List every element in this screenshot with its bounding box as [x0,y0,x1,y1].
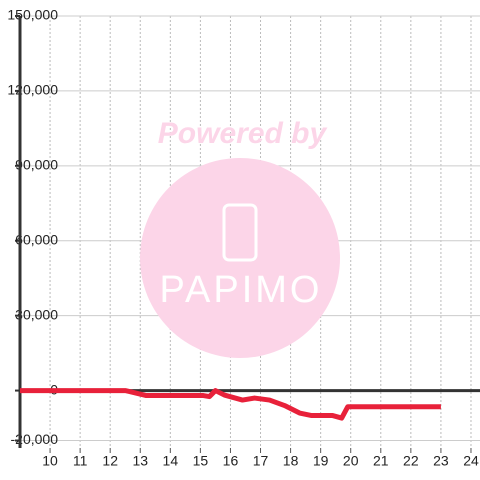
watermark-circle [140,158,340,358]
x-tick-label: 16 [223,453,239,469]
x-tick-label: 13 [132,453,148,469]
y-tick-label: -20,000 [11,431,59,447]
y-tick-label: 30,000 [15,306,58,322]
watermark-icon [222,203,258,262]
x-tick-label: 19 [313,453,329,469]
x-tick-label: 24 [463,453,479,469]
x-tick-label: 18 [283,453,299,469]
x-tick-label: 17 [253,453,269,469]
x-tick-label: 21 [373,453,389,469]
y-tick-label: 60,000 [15,231,58,247]
watermark-text: Powered by [158,117,328,150]
x-tick-label: 22 [403,453,419,469]
y-tick-label: 120,000 [7,82,58,98]
x-tick-label: 14 [163,453,179,469]
x-tick-label: 15 [193,453,209,469]
watermark-logo: PAPIMO [160,269,323,311]
x-tick-label: 23 [433,453,449,469]
x-tick-label: 10 [42,453,58,469]
y-tick-label: 90,000 [15,157,58,173]
x-tick-label: 11 [73,453,88,469]
x-tick-label: 20 [343,453,359,469]
x-tick-label: 12 [102,453,118,469]
y-tick-label: 150,000 [7,7,58,23]
data-line [20,388,441,421]
